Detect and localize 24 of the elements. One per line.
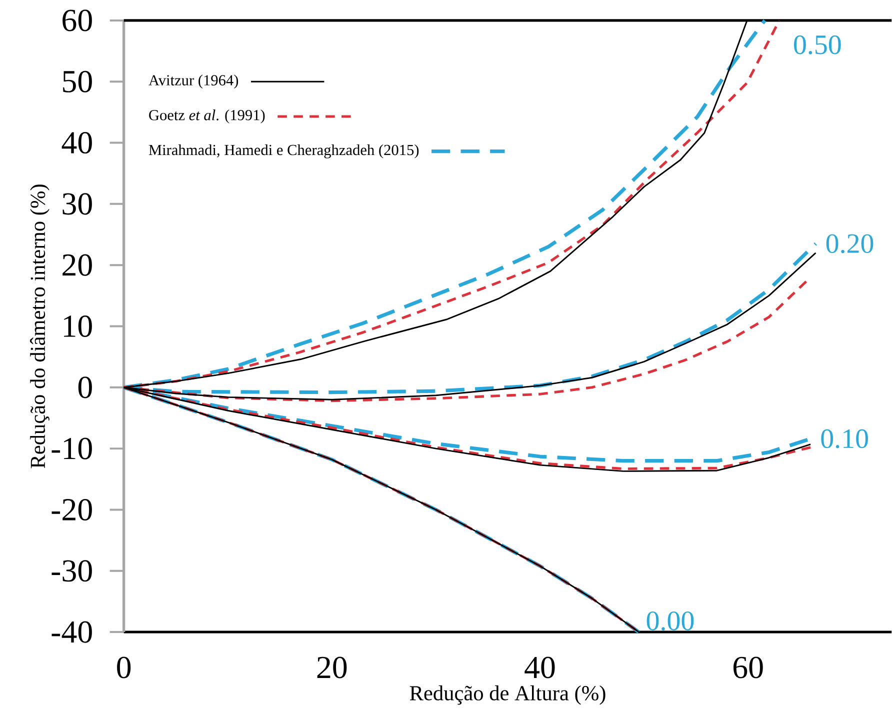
y-tick-label: 10	[64, 316, 92, 338]
annotation: 0.00	[646, 612, 694, 630]
y-tick-label: 60	[62, 10, 92, 32]
y-tick-label: 30	[62, 193, 92, 215]
legend-label: Avitzur (1964)	[148, 74, 238, 89]
y-tick-label: -30	[52, 560, 92, 582]
x-tick-label: 20	[317, 656, 347, 678]
x-tick-label: 40	[524, 656, 555, 678]
y-tick-label: -40	[52, 621, 92, 643]
legend-label: Mirahmadi, Hamedi e Cheraghzadeh (2015)	[148, 144, 419, 158]
x-tick-label: 60	[733, 656, 763, 678]
annotation: 0.20	[826, 234, 874, 254]
x-axis-title: Redução de Altura (%)	[410, 685, 606, 705]
y-tick-label: -20	[52, 498, 92, 521]
annotation: 0.50	[794, 35, 841, 54]
y-tick-label: 20	[62, 254, 92, 276]
x-tick-label: 0	[117, 656, 131, 678]
y-tick-label: 40	[62, 132, 92, 154]
annotation: 0.10	[821, 429, 868, 448]
legend-label: Goetz et al. (1991)	[149, 110, 265, 124]
y-tick-label: -10	[52, 438, 92, 460]
y-tick-label: 0	[78, 376, 92, 398]
y-tick-label: 50	[63, 70, 92, 92]
y-axis-title: Redução do diâmetro interno (%)	[30, 184, 50, 468]
